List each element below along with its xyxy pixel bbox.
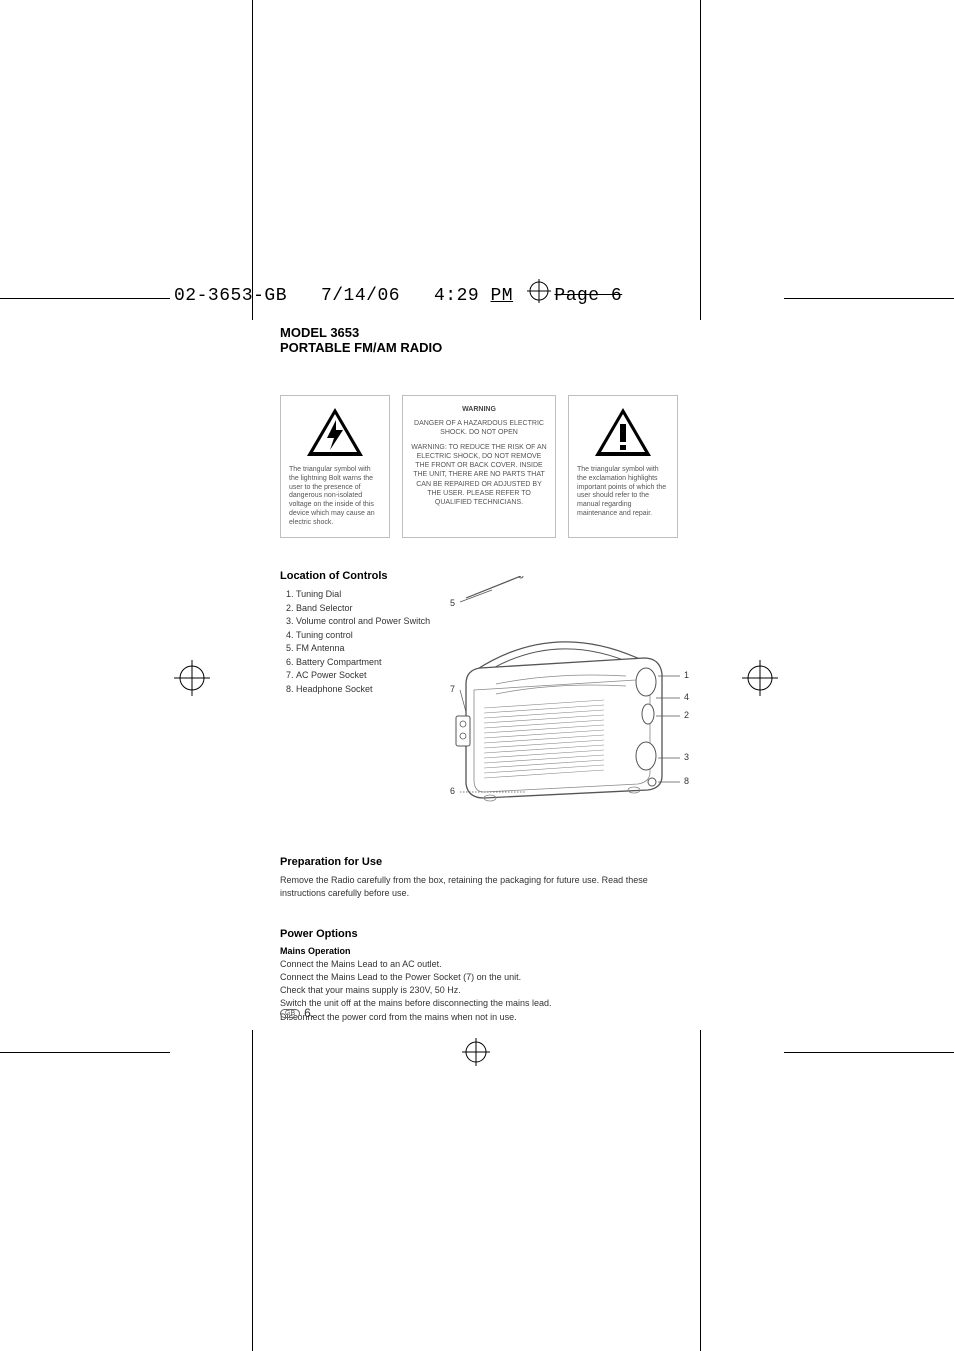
registration-mark-icon — [742, 660, 778, 696]
crop-mark — [0, 1052, 170, 1053]
callout-2: 2 — [684, 710, 689, 720]
callout-5: 5 — [450, 598, 455, 608]
callout-1: 1 — [684, 670, 689, 680]
warning-row: The triangular symbol with the lightning… — [280, 395, 678, 538]
model-title: MODEL 3653 — [280, 325, 678, 340]
registration-mark-icon — [462, 1038, 490, 1066]
mains-body: Connect the Mains Lead to an AC outlet. … — [280, 958, 678, 1023]
language-badge: GB — [280, 1009, 300, 1018]
warning-cell-right: The triangular symbol with the exclamati… — [568, 395, 678, 538]
warning-right-text: The triangular symbol with the exclamati… — [577, 466, 669, 519]
section-prep-title: Preparation for Use — [280, 856, 678, 868]
radio-diagram: 5 7 6 1 4 2 3 8 — [436, 576, 696, 806]
callout-8: 8 — [684, 776, 689, 786]
warning-cell-mid: WARNING DANGER OF A HAZARDOUS ELECTRIC S… — [402, 395, 556, 538]
crop-mark — [700, 0, 701, 320]
print-time: 4:29 — [434, 286, 491, 306]
registration-mark-icon — [526, 282, 552, 308]
print-ampm: PM — [490, 286, 513, 306]
warning-mid-title: WARNING — [462, 406, 496, 413]
print-page: Page 6 — [554, 286, 622, 306]
crop-mark — [784, 298, 954, 299]
print-header: 02-3653-GB 7/14/06 4:29 PM Page 6 — [174, 282, 622, 308]
crop-mark — [252, 0, 253, 320]
page-number: 6. — [304, 1006, 314, 1020]
callout-6: 6 — [450, 786, 455, 796]
product-title: PORTABLE FM/AM RADIO — [280, 340, 678, 355]
radio-illustration-icon — [436, 576, 696, 806]
callout-4: 4 — [684, 692, 689, 702]
crop-mark — [784, 1052, 954, 1053]
warning-left-text: The triangular symbol with the lightning… — [289, 466, 381, 527]
callout-7: 7 — [450, 684, 455, 694]
print-file: 02-3653-GB — [174, 286, 287, 306]
registration-mark-icon — [174, 660, 210, 696]
warning-mid-line1: DANGER OF A HAZARDOUS ELECTRIC SHOCK. DO… — [411, 419, 547, 437]
warning-mid-line2: WARNING: TO REDUCE THE RISK OF AN ELECTR… — [411, 443, 547, 507]
crop-mark — [0, 298, 170, 299]
prep-body: Remove the Radio carefully from the box,… — [280, 874, 678, 900]
section-power-title: Power Options — [280, 928, 678, 940]
crop-mark — [252, 1030, 253, 1351]
mains-subtitle: Mains Operation — [280, 946, 678, 956]
warning-cell-left: The triangular symbol with the lightning… — [280, 395, 390, 538]
crop-mark — [700, 1030, 701, 1351]
exclaim-triangle-icon — [593, 406, 653, 458]
shock-triangle-icon — [305, 406, 365, 458]
page-footer: GB 6. — [280, 1006, 314, 1020]
print-date: 7/14/06 — [321, 286, 400, 306]
callout-3: 3 — [684, 752, 689, 762]
